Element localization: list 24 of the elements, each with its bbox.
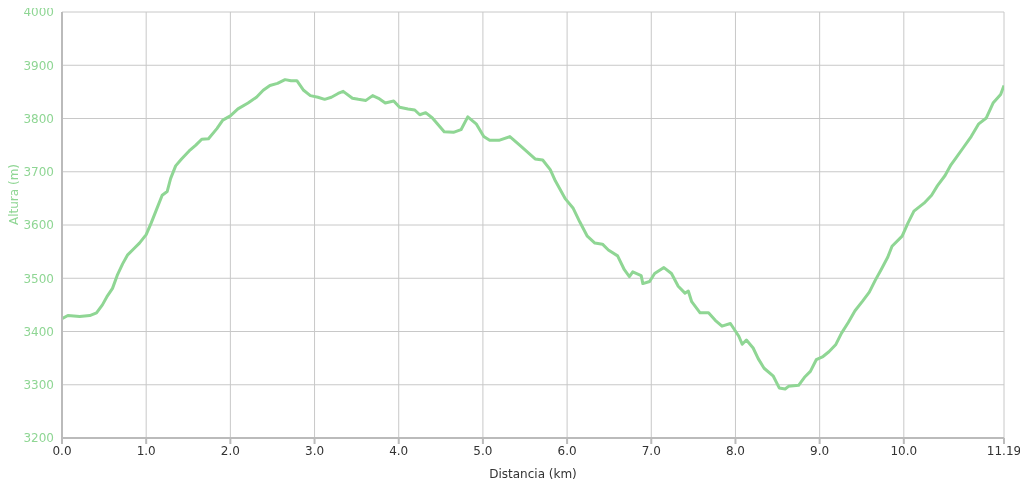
line-series xyxy=(62,78,1004,391)
x-tick-label: 6.0 xyxy=(557,443,577,458)
x-tick-label: 3.0 xyxy=(305,443,325,458)
x-tick-label: 7.0 xyxy=(641,443,661,458)
y-tick-label: 3800 xyxy=(23,111,54,126)
y-tick-label: 3500 xyxy=(23,271,54,286)
y-tick-label: 3300 xyxy=(23,378,54,393)
y-tick-label: 4000 xyxy=(23,5,54,20)
y-tick-label: 3700 xyxy=(23,165,54,180)
y-axis-title: Altura (m) xyxy=(7,163,22,225)
x-tick-label: 2.0 xyxy=(220,443,240,458)
x-tick-label: 5.0 xyxy=(473,443,493,458)
y-tick-label: 3200 xyxy=(23,431,54,446)
x-tick-label: 10.0 xyxy=(890,443,918,458)
x-tick-label: 4.0 xyxy=(389,443,409,458)
x-tick-label: 1.0 xyxy=(136,443,156,458)
x-axis-title: Distancia (km) xyxy=(489,467,577,481)
x-tick-label: 11.19 xyxy=(986,443,1022,458)
y-tick-label: 3400 xyxy=(23,324,54,339)
y-tick-label: 3900 xyxy=(23,58,54,73)
y-tick-label: 3600 xyxy=(23,218,54,233)
x-tick-label: 8.0 xyxy=(725,443,746,458)
x-tick-label: 0.0 xyxy=(52,443,72,458)
x-tick-label: 9.0 xyxy=(810,443,830,458)
